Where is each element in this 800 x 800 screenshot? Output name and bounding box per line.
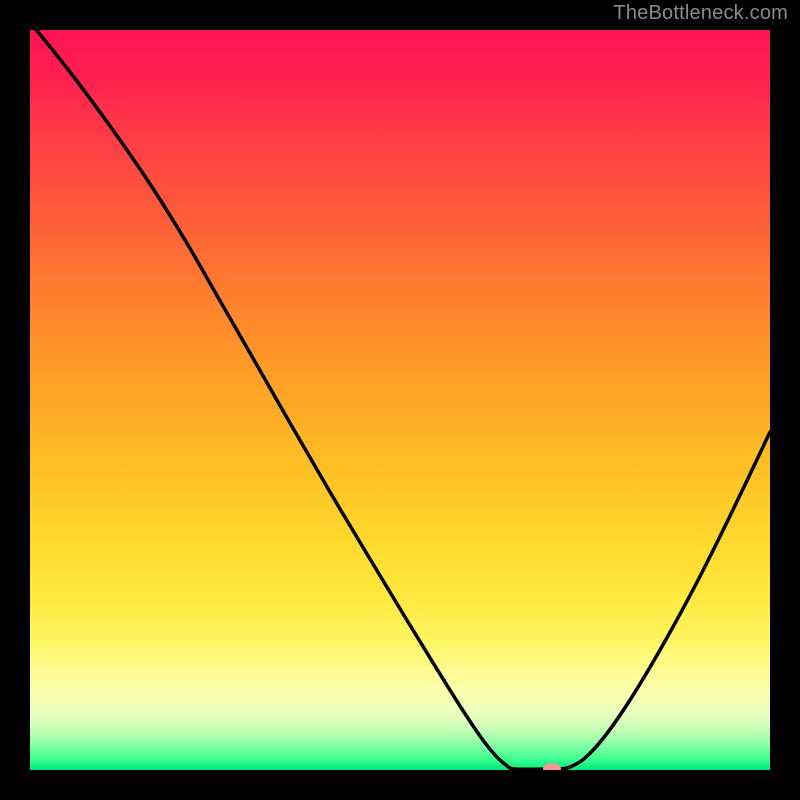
bottleneck-chart bbox=[0, 0, 800, 800]
plot-background bbox=[30, 30, 770, 770]
frame-left bbox=[0, 0, 30, 800]
frame-bottom bbox=[0, 770, 800, 800]
watermark-text: TheBottleneck.com bbox=[613, 2, 788, 25]
chart-container: TheBottleneck.com bbox=[0, 0, 800, 800]
frame-right bbox=[770, 0, 800, 800]
